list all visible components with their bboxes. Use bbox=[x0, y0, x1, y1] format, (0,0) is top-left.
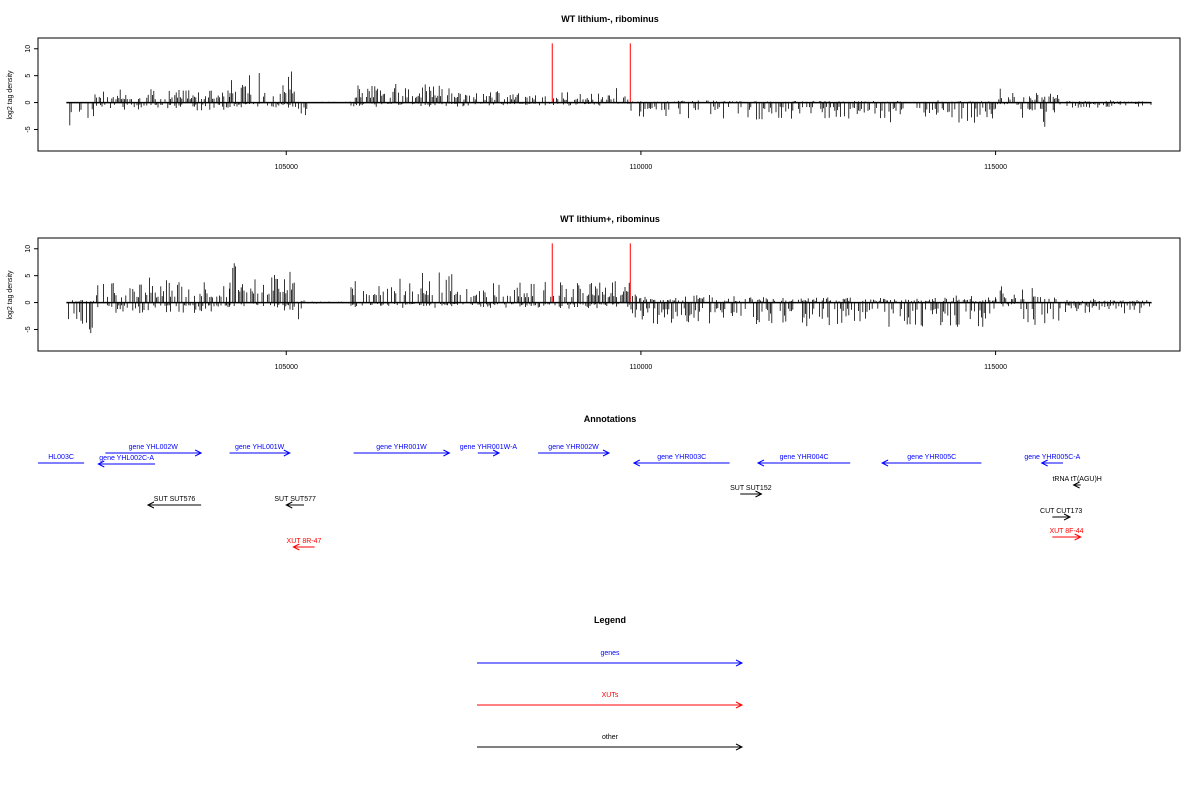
legend-entry-xut: XUTs bbox=[477, 692, 744, 709]
annotation-xut: XUT 8F-44 bbox=[1049, 528, 1084, 541]
plot-frame bbox=[37, 237, 1181, 352]
x-axis: 105000 110000 115000 bbox=[275, 350, 1007, 371]
feature-label: SUT SUT577 bbox=[274, 496, 316, 503]
arrow-right-icon bbox=[1074, 533, 1082, 541]
arrow-left-icon bbox=[880, 459, 889, 467]
legend-panel: Legend genes XUTs other bbox=[477, 615, 744, 751]
feature-label: gene YHR001W bbox=[376, 444, 427, 451]
arrow-right-icon bbox=[1063, 513, 1072, 521]
feature-label: gene YHR005C bbox=[907, 454, 956, 461]
arrow-right-icon bbox=[735, 743, 744, 751]
x-tick-label: 115000 bbox=[984, 164, 1007, 171]
arrow-right-icon bbox=[492, 449, 501, 457]
feature-label: gene YHL002C-A bbox=[99, 455, 154, 462]
arrow-right-icon bbox=[735, 659, 744, 667]
arrow-left-icon bbox=[756, 459, 765, 467]
feature-label: gene YHR005C-A bbox=[1024, 454, 1080, 461]
feature-label: gene YHR002W bbox=[548, 444, 599, 451]
feature-label: gene YHR001W-A bbox=[460, 444, 518, 451]
feature-label: SUT SUT152 bbox=[730, 485, 772, 492]
y-tick-label: -5 bbox=[25, 126, 32, 132]
feature-label: gene YHR003C bbox=[657, 454, 706, 461]
annotation-gene: gene YHL002C-A bbox=[97, 455, 156, 468]
y-tick-label: 5 bbox=[25, 274, 32, 278]
feature-label: gene YHR004C bbox=[780, 454, 829, 461]
annotation-other: SUT SUT576 bbox=[146, 496, 202, 509]
feature-label: SUT SUT576 bbox=[154, 496, 196, 503]
annotation-gene: gene YHR001W-A bbox=[460, 444, 518, 457]
legend-label: genes bbox=[600, 650, 620, 657]
position-markers bbox=[551, 243, 631, 303]
arrow-left-icon bbox=[1072, 481, 1080, 489]
annotation-gene: gene YHR003C bbox=[632, 454, 730, 467]
annotation-features: HL003C gene YHL002W gene YHL002C-A gene YHL… bbox=[38, 444, 1102, 551]
feature-label: XUT 8R-47 bbox=[287, 538, 322, 545]
feature-label: HL003C bbox=[48, 454, 74, 461]
annotation-gene: gene YHL001W bbox=[229, 444, 291, 457]
legend-entry-gene: genes bbox=[477, 650, 744, 667]
arrow-right-icon bbox=[443, 449, 451, 457]
y-axis: -5 0 5 10 bbox=[25, 245, 39, 333]
feature-label: gene YHL002W bbox=[129, 444, 179, 451]
arrow-right-icon bbox=[735, 701, 744, 709]
arrow-right-icon bbox=[755, 490, 763, 498]
track-title: WT lithium-, ribominus bbox=[561, 14, 659, 24]
legend-entries: genes XUTs other bbox=[477, 650, 744, 751]
arrow-left-icon bbox=[285, 501, 293, 509]
feature-label: CUT CUT173 bbox=[1040, 508, 1082, 515]
arrow-right-icon bbox=[283, 449, 291, 457]
x-tick-label: 110000 bbox=[629, 164, 652, 171]
y-tick-label: 5 bbox=[25, 74, 32, 78]
plot-frame bbox=[37, 37, 1181, 152]
position-markers bbox=[551, 43, 631, 103]
arrow-left-icon bbox=[632, 459, 641, 467]
x-tick-label: 110000 bbox=[629, 364, 652, 371]
feature-label: gene YHL001W bbox=[235, 444, 285, 451]
y-tick-label: 0 bbox=[25, 101, 32, 105]
legend-entry-other: other bbox=[477, 734, 744, 751]
y-tick-label: 10 bbox=[25, 45, 32, 53]
arrow-left-icon bbox=[97, 460, 105, 468]
arrow-left-icon bbox=[292, 543, 300, 551]
track-panel-lithium-plus: WT lithium+, ribominus log2 tag density … bbox=[7, 214, 1181, 371]
arrow-right-icon bbox=[602, 449, 611, 457]
legend-label: other bbox=[602, 734, 619, 741]
annotation-gene: gene YHR001W bbox=[353, 444, 451, 457]
arrow-left-icon bbox=[1040, 459, 1048, 467]
annotation-other: SUT SUT152 bbox=[730, 485, 772, 498]
y-tick-label: 10 bbox=[25, 245, 32, 253]
annotation-xut: XUT 8R-47 bbox=[287, 538, 322, 551]
feature-label: XUT 8F-44 bbox=[1049, 528, 1083, 535]
y-axis: -5 0 5 10 bbox=[25, 45, 39, 133]
arrow-right-icon bbox=[194, 449, 203, 457]
annotation-other: CUT CUT173 bbox=[1040, 508, 1082, 521]
coverage-bars bbox=[66, 263, 1150, 334]
legend-label: XUTs bbox=[602, 692, 619, 699]
feature-label: tRNA tT(AGU)H bbox=[1052, 476, 1101, 483]
annotations-panel: Annotations HL003C gene YHL002W gene YHL00… bbox=[38, 414, 1102, 551]
annotation-gene: gene YHR002W bbox=[538, 444, 611, 457]
annotation-gene: gene YHL002W bbox=[105, 444, 203, 457]
annotation-gene: gene YHR005C bbox=[880, 454, 982, 467]
y-tick-label: 0 bbox=[25, 301, 32, 305]
annotation-gene: gene YHR005C-A bbox=[1024, 454, 1081, 467]
annotation-gene: gene YHR004C bbox=[756, 454, 851, 467]
x-axis: 105000 110000 115000 bbox=[275, 150, 1007, 171]
coverage-bars bbox=[69, 71, 1152, 127]
x-tick-label: 105000 bbox=[275, 364, 298, 371]
track-panel-lithium-minus: WT lithium-, ribominus log2 tag density … bbox=[7, 14, 1181, 171]
x-tick-label: 115000 bbox=[984, 364, 1007, 371]
legend-title: Legend bbox=[594, 615, 626, 625]
x-tick-label: 105000 bbox=[275, 164, 298, 171]
annotations-title: Annotations bbox=[584, 414, 637, 424]
y-axis-label: log2 tag density bbox=[7, 70, 14, 120]
arrow-left-icon bbox=[146, 501, 155, 509]
annotation-other: tRNA tT(AGU)H bbox=[1052, 476, 1102, 489]
track-title: WT lithium+, ribominus bbox=[560, 214, 660, 224]
annotation-other: SUT SUT577 bbox=[274, 496, 316, 509]
y-tick-label: -5 bbox=[25, 326, 32, 332]
y-axis-label: log2 tag density bbox=[7, 270, 14, 320]
annotation-gene: HL003C bbox=[38, 454, 85, 464]
